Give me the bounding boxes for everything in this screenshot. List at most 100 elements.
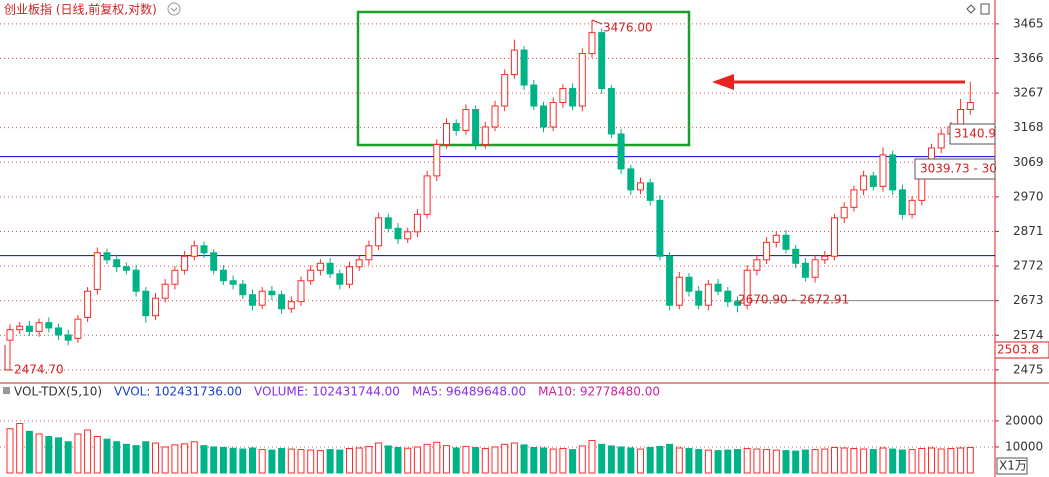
volume-bar — [152, 442, 159, 474]
candle-body — [588, 32, 596, 55]
candle-body — [64, 334, 72, 341]
candle-body — [443, 122, 450, 145]
candle-body — [103, 252, 111, 261]
volume-bar — [16, 423, 24, 474]
panel-icon[interactable] — [980, 3, 990, 15]
volume-bar — [326, 449, 334, 474]
volume-bar — [384, 445, 392, 474]
candle-body — [491, 105, 499, 128]
volume-bar — [307, 449, 315, 474]
y-tick-label: 3069 — [1013, 155, 1044, 169]
volume-header: VOLUME: 102431744.00 — [254, 385, 400, 399]
candle-body — [394, 227, 402, 240]
candle-body — [598, 32, 606, 90]
candle-body — [258, 290, 266, 306]
volume-bar — [947, 448, 955, 474]
volume-bar — [666, 443, 674, 474]
candle-body — [879, 154, 887, 187]
arrow-head — [712, 74, 734, 90]
volume-bar — [181, 443, 189, 474]
volume-bar — [937, 448, 945, 474]
volume-bar — [336, 449, 344, 474]
candle-body — [25, 325, 33, 332]
candle-body — [937, 133, 945, 149]
candle-body — [84, 290, 92, 318]
settings-icon[interactable] — [167, 2, 181, 16]
candle-body — [714, 283, 722, 292]
volume-marker — [3, 387, 10, 394]
candle-body — [297, 280, 305, 303]
volume-bar — [258, 449, 266, 474]
price-box — [949, 123, 996, 145]
volume-bar — [559, 448, 567, 474]
volume-bar — [452, 447, 460, 474]
volume-bar — [869, 449, 877, 474]
candle-body — [152, 297, 159, 317]
candle-body — [45, 322, 53, 329]
volume-bar — [724, 449, 732, 474]
candle-body — [229, 280, 237, 285]
candle-body — [617, 133, 625, 170]
volume-bar — [278, 448, 286, 474]
volume-bar — [510, 442, 518, 474]
candle-body — [501, 74, 509, 107]
y-tick-label: 2673 — [1013, 293, 1044, 307]
candle-body — [219, 269, 227, 282]
volume-bar — [239, 448, 247, 474]
candle-body — [278, 294, 286, 310]
volume-bar — [549, 448, 557, 474]
annotation: 2474.70 — [14, 363, 64, 377]
candle-body — [840, 206, 848, 219]
candle-body — [74, 318, 82, 339]
candle-body — [346, 266, 353, 285]
candle-body — [869, 175, 877, 187]
candle-body — [908, 199, 916, 215]
volume-bar — [229, 447, 237, 474]
volume-bar — [675, 447, 683, 474]
candle-body — [753, 259, 761, 271]
candle-body — [181, 255, 189, 271]
volume-bar — [801, 449, 809, 474]
volume-bar — [6, 428, 14, 474]
candle-body — [462, 108, 470, 131]
candle-body — [200, 245, 208, 254]
volume-bar — [103, 438, 111, 474]
annotation: 3039.73 - 304 — [920, 162, 1005, 176]
candle-body — [966, 102, 974, 110]
candle-body — [831, 217, 838, 257]
volume-bar — [64, 441, 72, 474]
y-tick-label: 3168 — [1013, 120, 1044, 134]
volume-bar — [908, 449, 916, 474]
annotation-leader — [591, 19, 603, 25]
candle-body — [646, 182, 654, 201]
volume-bar — [530, 446, 538, 474]
y-tick-label: 2871 — [1013, 224, 1044, 238]
annotation-leader — [4, 345, 12, 371]
candle-body — [6, 329, 14, 341]
volume-bar — [821, 448, 829, 474]
candle-body — [365, 245, 373, 261]
volume-bar — [316, 450, 324, 474]
candle-body — [685, 276, 693, 292]
settings-chevron — [170, 7, 178, 12]
candle-body — [811, 259, 819, 278]
candle-body — [734, 301, 741, 306]
candle-body — [375, 217, 383, 247]
volume-bar — [287, 448, 295, 474]
candle-body — [132, 269, 140, 292]
candle-body — [695, 290, 703, 306]
volume-bar — [74, 433, 82, 474]
diamond-icon[interactable] — [966, 4, 976, 14]
candle-body — [763, 241, 771, 261]
candle-body — [171, 269, 179, 285]
candle-body — [113, 259, 121, 268]
y-tick-label: 2475 — [1013, 362, 1044, 376]
candle-body — [316, 262, 324, 271]
volume-bar — [860, 448, 868, 474]
annotation: 2670.90 - 2672.91 — [738, 293, 849, 307]
candle-body — [772, 234, 780, 243]
candle-body — [743, 269, 751, 306]
volume-bar — [598, 443, 606, 474]
volume-bar — [792, 450, 800, 474]
